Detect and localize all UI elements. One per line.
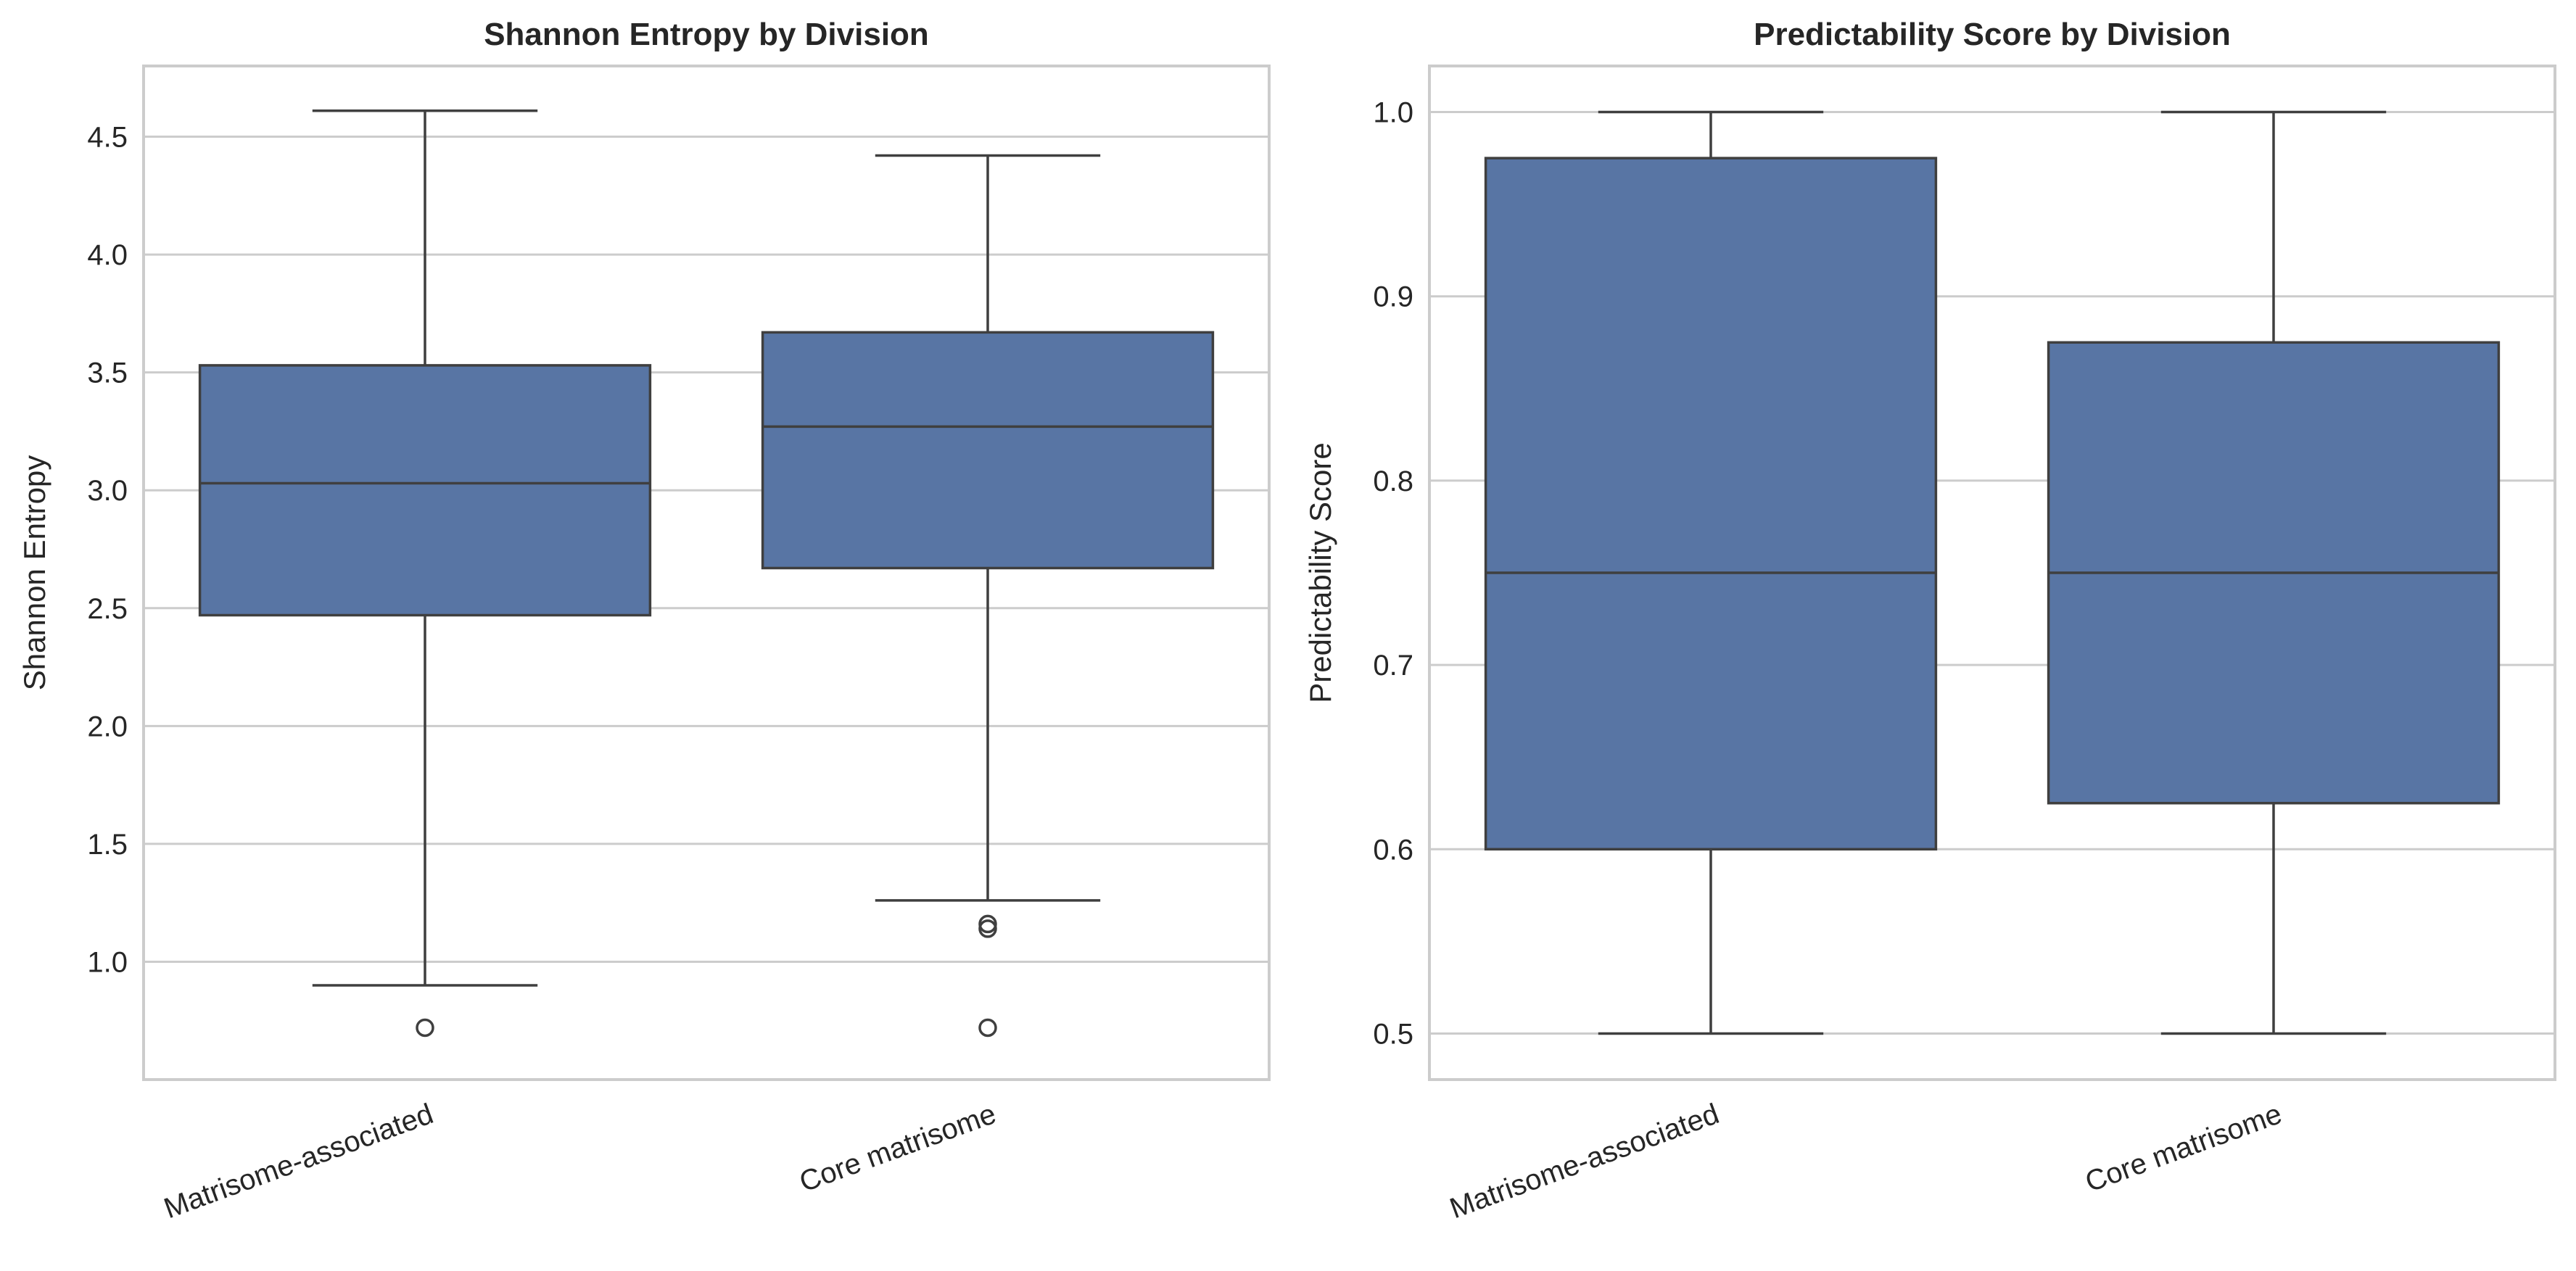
entropy-x-ticks: Matrisome-associated Core matrisome — [160, 1098, 1000, 1225]
outlier-point — [978, 914, 997, 934]
entropy-y-tick-label: 1.0 — [87, 946, 128, 978]
entropy-y-tick-label: 2.0 — [87, 711, 128, 742]
predictability-y-axis-label: Predictability Score — [1303, 442, 1337, 703]
entropy-panel: 1.0 1.5 2.0 2.5 3.0 3.5 4.0 4.5 Matrisome-assoc… — [17, 17, 1271, 1225]
predictability-y-tick-label: 0.5 — [1373, 1018, 1413, 1050]
entropy-y-tick-label: 3.0 — [87, 475, 128, 507]
predictability-y-ticks: 0.5 0.6 0.7 0.8 0.9 1.0 — [1373, 97, 1413, 1051]
predictability-y-tick-label: 0.9 — [1373, 281, 1413, 313]
predictability-boxes — [1484, 110, 2501, 1035]
entropy-y-tick-label: 4.5 — [87, 122, 128, 154]
entropy-boxes — [198, 109, 1215, 1038]
predictability-y-tick-label: 0.8 — [1373, 465, 1413, 497]
entropy-box-1 — [761, 154, 1215, 1038]
predictability-x-tick-label: Matrisome-associated — [1445, 1098, 1723, 1225]
entropy-x-tick-label: Matrisome-associated — [160, 1098, 437, 1225]
outlier-point — [416, 1018, 434, 1038]
predictability-chart-title: Predictability Score by Division — [1754, 17, 2231, 52]
entropy-y-tick-label: 2.5 — [87, 593, 128, 625]
outlier-point — [978, 1018, 997, 1038]
iqr-box — [198, 364, 652, 617]
predictability-x-ticks: Matrisome-associated Core matrisome — [1445, 1098, 2286, 1225]
predictability-y-tick-label: 0.7 — [1373, 650, 1413, 682]
iqr-box — [761, 331, 1215, 570]
predictability-y-tick-label: 0.6 — [1373, 834, 1413, 866]
predictability-box-0 — [1484, 110, 1938, 1035]
entropy-x-tick-label: Core matrisome — [796, 1098, 1000, 1198]
predictability-box-1 — [2047, 110, 2501, 1035]
entropy-box-0 — [198, 109, 652, 1038]
entropy-y-axis-label: Shannon Entropy — [17, 455, 51, 691]
entropy-y-tick-label: 1.5 — [87, 829, 128, 861]
entropy-y-tick-label: 4.0 — [87, 239, 128, 271]
outlier-point — [978, 919, 997, 938]
predictability-panel: 0.5 0.6 0.7 0.8 0.9 1.0 Matrisome-associated C… — [1303, 17, 2556, 1225]
entropy-chart-title: Shannon Entropy by Division — [484, 17, 929, 52]
entropy-y-tick-label: 3.5 — [87, 357, 128, 389]
predictability-y-tick-label: 1.0 — [1373, 97, 1413, 129]
predictability-x-tick-label: Core matrisome — [2081, 1098, 2286, 1198]
entropy-y-ticks: 1.0 1.5 2.0 2.5 3.0 3.5 4.0 4.5 — [87, 122, 128, 979]
iqr-box — [1484, 157, 1938, 851]
